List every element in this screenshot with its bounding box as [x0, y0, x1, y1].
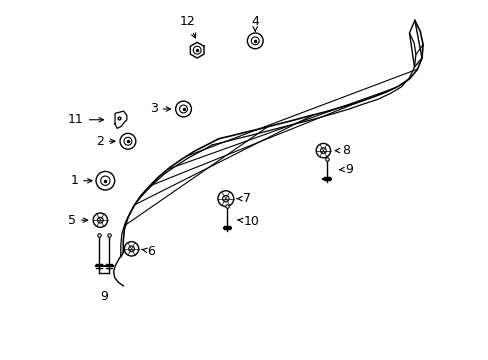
Text: 3: 3: [149, 103, 170, 116]
Text: 12: 12: [180, 15, 195, 38]
Text: 9: 9: [339, 163, 352, 176]
Text: 10: 10: [237, 215, 259, 228]
Polygon shape: [190, 42, 203, 58]
Text: 9: 9: [100, 290, 108, 303]
Text: 2: 2: [96, 135, 115, 148]
Text: 6: 6: [141, 244, 155, 257]
Text: 8: 8: [335, 144, 349, 157]
Text: 4: 4: [251, 15, 259, 31]
Text: 1: 1: [70, 174, 92, 187]
Text: 11: 11: [68, 113, 103, 126]
Text: 7: 7: [237, 192, 250, 205]
Text: 5: 5: [68, 214, 87, 227]
